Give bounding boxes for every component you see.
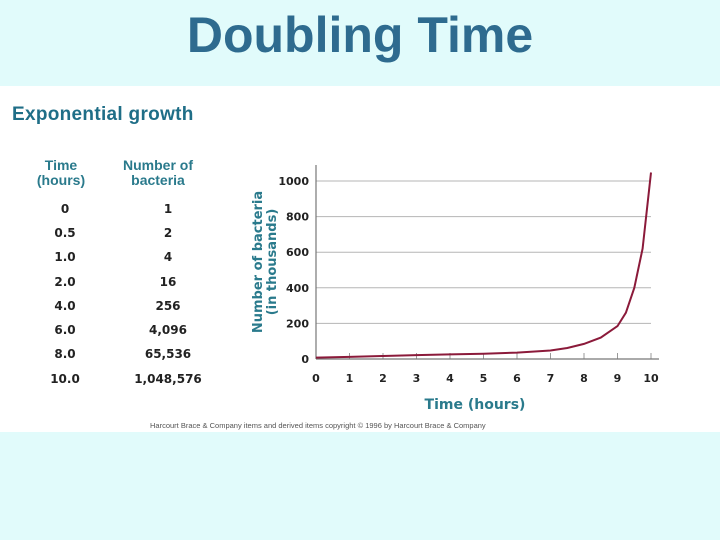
table-cell-time: 6.0: [54, 323, 76, 337]
bacteria-column-header: Number of bacteria: [116, 158, 200, 188]
time-column-header: Time (hours): [30, 158, 92, 188]
slide-title: Doubling Time: [186, 7, 534, 63]
table-cell-time: 0: [60, 202, 70, 216]
table-cell-bacteria: 4: [163, 250, 173, 264]
table-cell-time: 4.0: [54, 299, 76, 313]
table-cell-time: 0.5: [54, 226, 76, 240]
figure-panel: [0, 86, 720, 432]
time-header-text: Time (hours): [36, 157, 86, 188]
copyright-credit: Harcourt Brace & Company items and deriv…: [150, 421, 486, 430]
table-cell-time: 1.0: [54, 250, 76, 264]
table-cell-bacteria: 4,096: [149, 323, 187, 337]
table-cell-bacteria: 1,048,576: [134, 372, 202, 386]
table-cell-bacteria: 2: [163, 226, 173, 240]
table-cell-bacteria: 16: [159, 275, 177, 289]
table-cell-time: 10.0: [50, 372, 80, 386]
table-cell-bacteria: 256: [155, 299, 181, 313]
table-cell-time: 8.0: [54, 347, 76, 361]
table-cell-bacteria: 65,536: [144, 347, 192, 361]
bacteria-header-text: Number of bacteria: [123, 157, 193, 188]
table-cell-bacteria: 1: [163, 202, 173, 216]
figure-title: Exponential growth: [12, 104, 194, 125]
table-cell-time: 2.0: [54, 275, 76, 289]
